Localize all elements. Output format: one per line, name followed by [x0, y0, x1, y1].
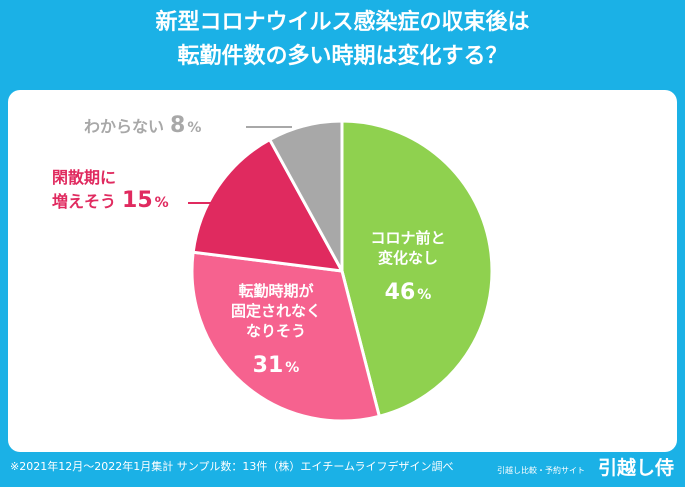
slice-label-line: 転勤時期が	[238, 282, 314, 300]
survey-footnote: ※2021年12月～2022年1月集計 サンプル数：13件（株）エイチームライフ…	[10, 460, 454, 473]
slice-value: 8	[170, 113, 185, 138]
slice-label-line: わからない 8%	[84, 113, 201, 138]
brand-logo: 引越し侍	[598, 457, 675, 479]
chart-title-line-1: 新型コロナウイルス感染症の収束後は	[155, 10, 530, 35]
slice-value-unit: %	[155, 195, 169, 211]
brand-tagline: 引越し比較・予約サイト	[497, 466, 585, 475]
slice-label-line: 変化なし	[378, 249, 438, 267]
slice-value: 15	[122, 188, 153, 213]
slice-label-line: コロナ前と	[370, 229, 445, 247]
slice-label-4: わからない 8%	[84, 113, 292, 138]
slice-label-line: 固定されなく	[231, 302, 321, 320]
pie-slice-1	[340, 119, 494, 418]
slice-value-unit: %	[417, 287, 431, 303]
chart-title: 新型コロナウイルス感染症の収束後は 転勤件数の多い時期は変化する？	[0, 6, 685, 74]
slice-label-line: 増えそう 15%	[52, 188, 169, 213]
pie-slice-2	[190, 250, 381, 423]
slice-label-line: 閑散期に	[52, 168, 116, 187]
slice-value-unit: %	[285, 360, 299, 376]
slice-label-line: なりそう	[246, 322, 306, 340]
chart-title-line-2: 転勤件数の多い時期は変化する？	[177, 44, 508, 69]
pie-slice-4	[268, 119, 344, 273]
slice-value: 31%	[253, 353, 300, 378]
slice-value-unit: %	[187, 120, 201, 136]
pie-slice-3	[191, 138, 344, 273]
